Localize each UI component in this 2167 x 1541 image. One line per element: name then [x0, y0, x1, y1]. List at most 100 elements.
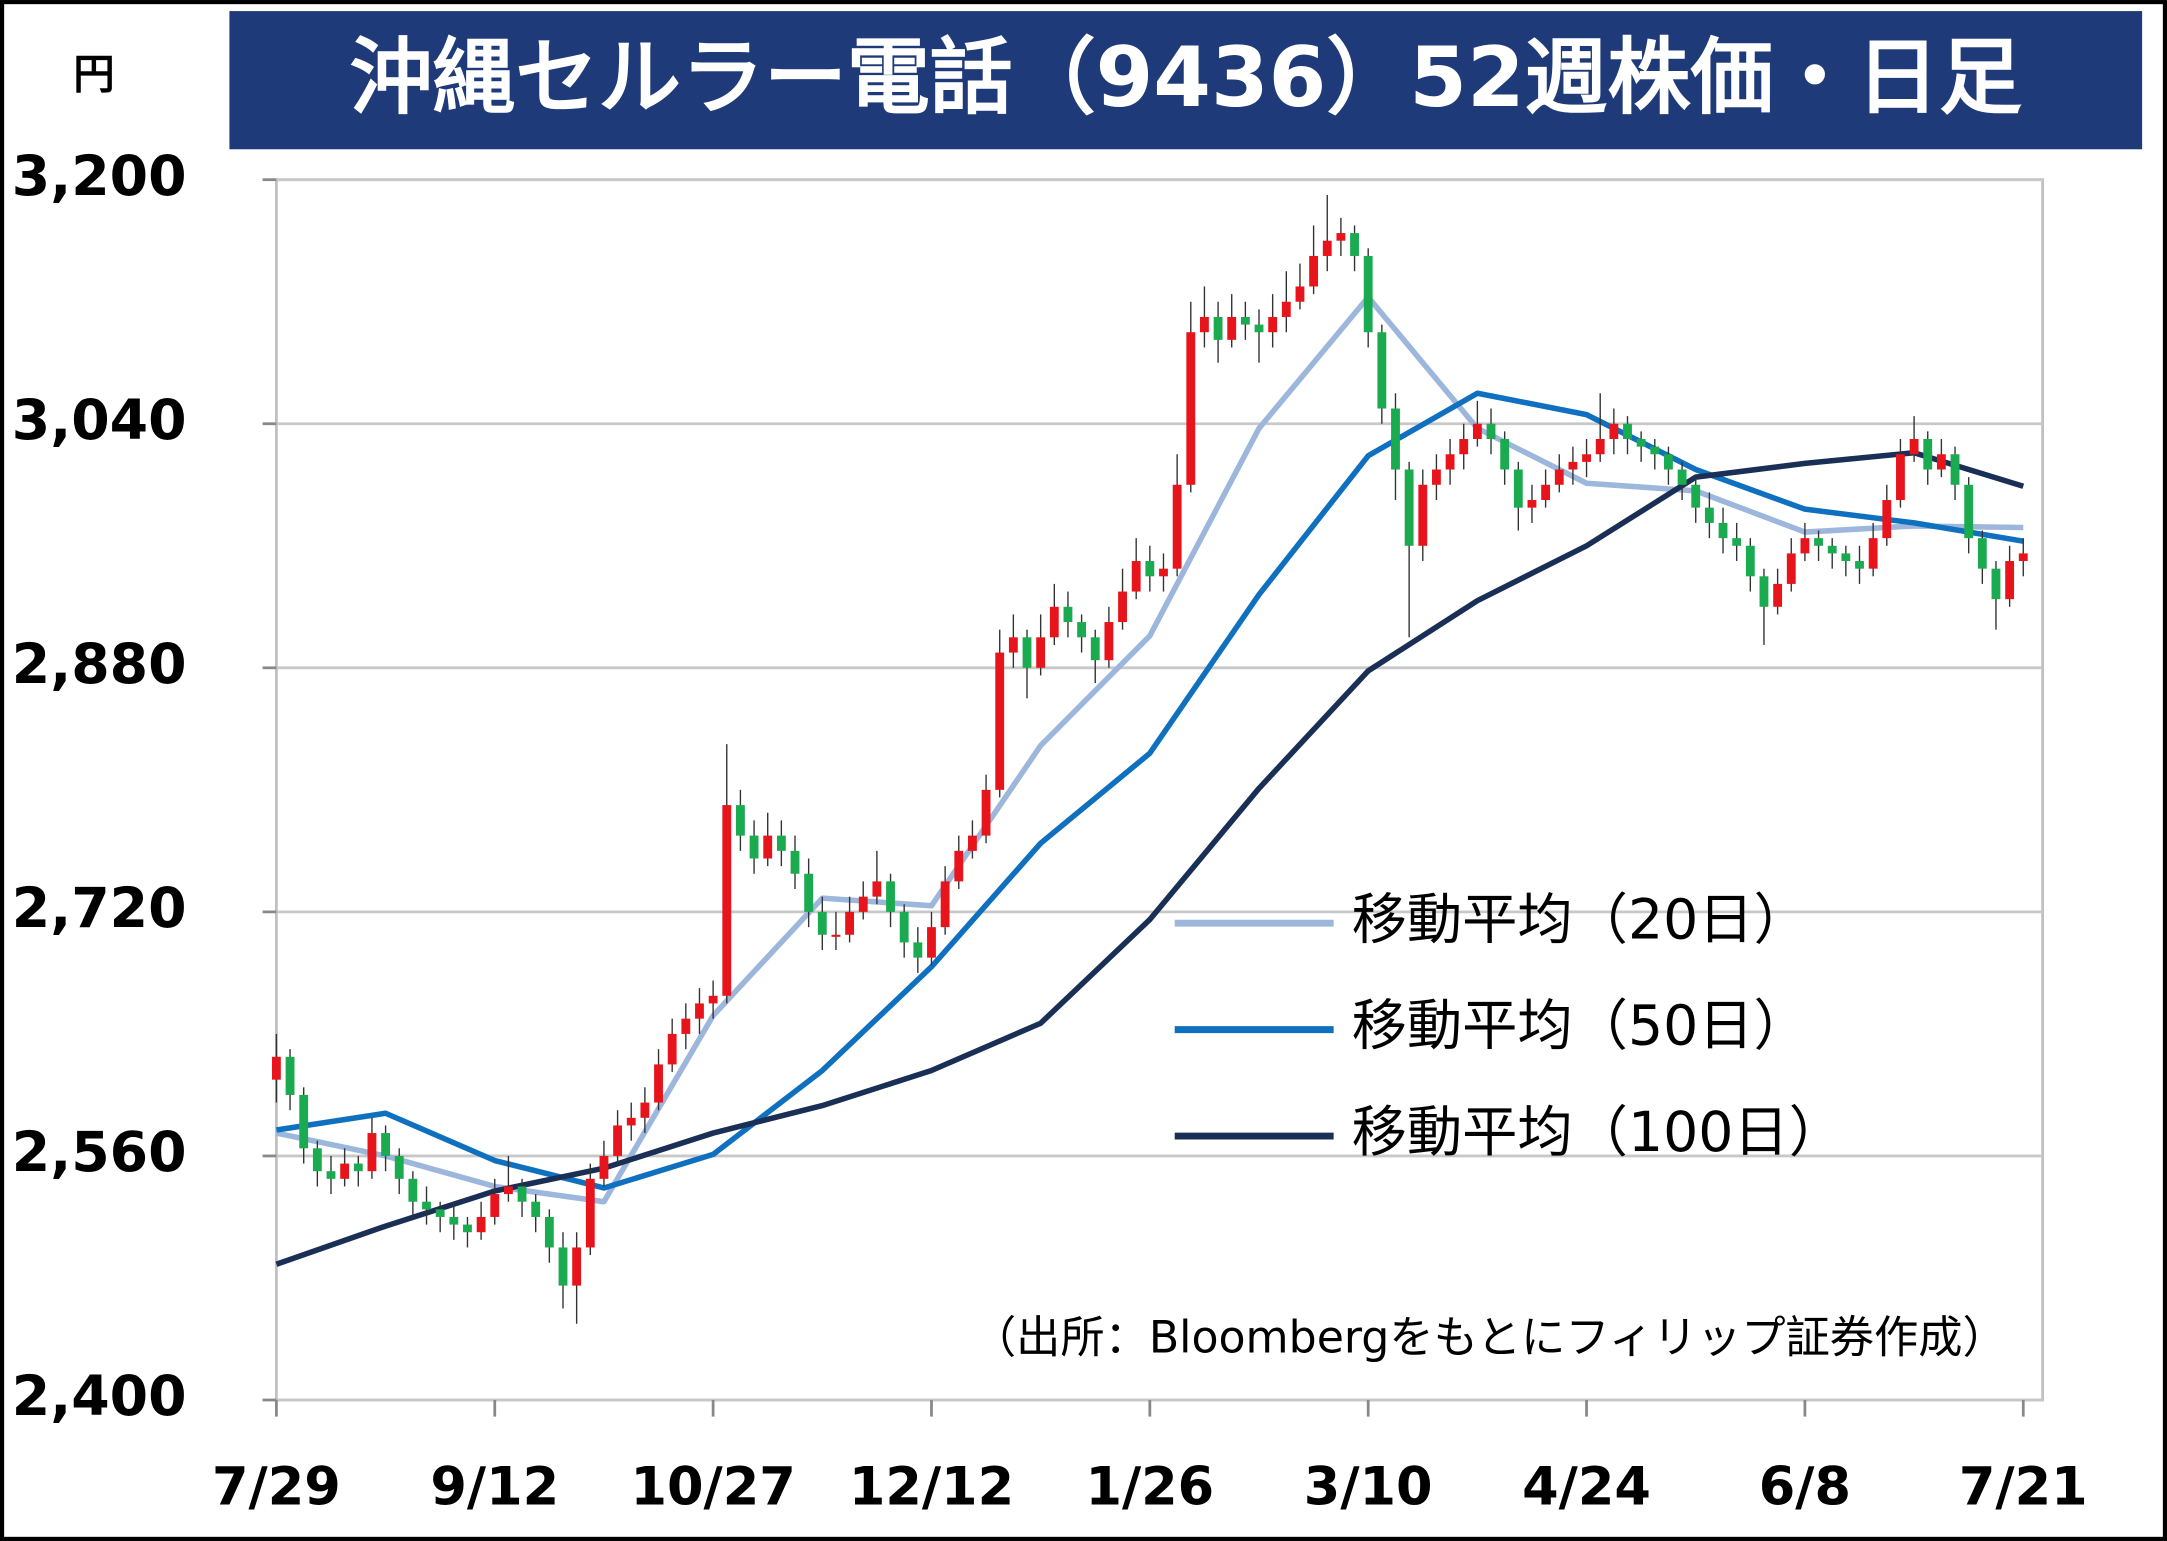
x-tick-label: 7/29 — [212, 1456, 341, 1517]
candle-body — [1077, 622, 1087, 638]
candle-body — [1964, 484, 1974, 539]
candle-body — [1541, 484, 1551, 501]
candle-body — [886, 881, 895, 912]
candle-body — [1049, 606, 1059, 638]
candle-body — [1459, 439, 1469, 455]
candle-body — [1582, 454, 1591, 462]
candle-body — [1527, 500, 1537, 508]
candle-body — [1363, 255, 1373, 333]
candle-body — [640, 1102, 650, 1118]
candle-body — [913, 942, 923, 958]
candle-body — [1104, 622, 1114, 661]
candle-body — [394, 1155, 404, 1179]
candle-body — [995, 652, 1005, 790]
candle-body — [613, 1125, 623, 1156]
candle-body — [790, 850, 800, 874]
candle-body — [749, 835, 759, 859]
y-tick-label: 2,880 — [12, 633, 187, 697]
candle-body — [1240, 316, 1250, 325]
candle-body — [1868, 538, 1878, 569]
candle-body — [1732, 538, 1742, 546]
candle-body — [763, 835, 773, 859]
candle-body — [1664, 454, 1673, 470]
candle-body — [1950, 454, 1960, 485]
candle-body — [927, 927, 936, 958]
candle-body — [1609, 423, 1619, 440]
candle-body — [285, 1056, 295, 1095]
candle-body — [1268, 316, 1278, 333]
candle-body — [1977, 538, 1987, 569]
candle-body — [1186, 332, 1196, 485]
candle-body — [1036, 637, 1046, 668]
candle-body — [1745, 545, 1755, 577]
candle-body — [599, 1155, 609, 1179]
candle-body — [353, 1163, 363, 1172]
y-axis-label: 円 — [73, 50, 114, 98]
candle-body — [1691, 484, 1701, 508]
y-tick-label: 3,200 — [12, 145, 187, 209]
candle-body — [572, 1247, 582, 1286]
candle-body — [967, 835, 977, 851]
candle-body — [449, 1216, 459, 1225]
x-tick-label: 9/12 — [430, 1456, 559, 1517]
candle-body — [544, 1216, 554, 1248]
candle-body — [654, 1064, 663, 1103]
candle-body — [558, 1247, 568, 1286]
candle-body — [1022, 637, 1032, 668]
x-tick-label: 10/27 — [630, 1456, 795, 1517]
candle-body — [503, 1186, 513, 1195]
candle-body — [408, 1178, 418, 1202]
candle-body — [1391, 408, 1400, 470]
candle-body — [1295, 286, 1305, 302]
candle-body — [708, 995, 718, 1004]
candle-body — [899, 911, 909, 943]
candle-body — [1377, 332, 1387, 409]
candle-body — [463, 1224, 472, 1233]
candle-body — [1773, 583, 1783, 607]
candle-body — [695, 1003, 704, 1019]
y-tick-label: 2,400 — [12, 1365, 187, 1429]
candle-body — [722, 805, 732, 996]
candle-body — [1404, 469, 1414, 546]
candle-body — [422, 1201, 431, 1210]
candle-body — [1636, 439, 1646, 447]
candle-body — [1759, 576, 1769, 607]
candle-body — [981, 789, 991, 836]
candle-body — [1595, 439, 1605, 455]
moving-average-line — [275, 390, 2024, 1191]
candle-body — [1623, 423, 1632, 440]
candle-body — [1936, 454, 1946, 470]
candle-body — [1159, 568, 1168, 577]
candle-body — [271, 1056, 281, 1080]
candle-body — [1814, 538, 1823, 546]
x-tick-label: 7/21 — [1959, 1456, 2088, 1517]
candle-body — [831, 934, 841, 937]
candle-body — [1227, 316, 1237, 340]
candle-body — [1063, 606, 1073, 623]
candle-body — [326, 1171, 336, 1179]
chart-title: 沖縄セルラー電話（9436）52週株価・日足 — [349, 29, 2022, 126]
candle-body — [804, 873, 814, 912]
candle-body — [1213, 316, 1223, 340]
candle-body — [435, 1209, 445, 1217]
candle-body — [735, 805, 745, 836]
candle-body — [367, 1133, 377, 1172]
x-tick-label: 12/12 — [849, 1456, 1014, 1517]
candle-body — [1145, 561, 1155, 577]
x-tick-label: 6/8 — [1759, 1456, 1851, 1517]
candle-body — [845, 911, 855, 935]
y-tick-label: 3,040 — [12, 389, 187, 453]
legend-label: 移動平均（50日） — [1352, 995, 1809, 1059]
candle-body — [1909, 439, 1919, 455]
legend-label: 移動平均（20日） — [1352, 888, 1809, 952]
y-tick-label: 2,720 — [12, 877, 187, 941]
candle-body — [2018, 553, 2028, 562]
candle-body — [517, 1186, 527, 1202]
candle-body — [858, 896, 868, 912]
candle-body — [1418, 484, 1428, 546]
candle-body — [1486, 423, 1496, 440]
candle-body — [1513, 469, 1523, 508]
